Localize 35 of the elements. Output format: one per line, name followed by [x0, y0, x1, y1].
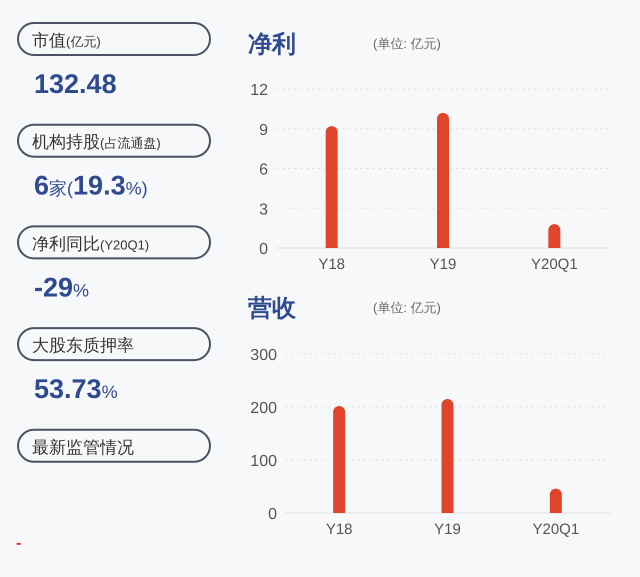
x-tick-label: Y19 — [434, 521, 461, 538]
y-tick-label: 300 — [250, 347, 278, 364]
text: 6家(19.3%) — [34, 170, 148, 201]
text: 132.48 — [34, 69, 117, 99]
chart-title: 净利 — [248, 31, 296, 58]
category-label: 市值(亿元) — [32, 31, 101, 50]
y-tick-label: 0 — [259, 241, 268, 258]
y-tick-label: 3 — [259, 201, 268, 218]
bar — [550, 488, 562, 513]
x-tick-label: Y20Q1 — [532, 521, 580, 538]
text: - — [16, 535, 22, 552]
bar — [442, 399, 454, 513]
text: -29% — [34, 272, 90, 302]
text: 53.73% — [34, 374, 118, 404]
y-tick-label: 200 — [250, 400, 278, 417]
bar — [326, 126, 338, 248]
category-label: 机构持股(占流通盘) — [32, 132, 161, 152]
chart-title: 营收 — [247, 295, 297, 322]
chart-subtitle: (单位: 亿元) — [373, 36, 441, 51]
category-label: 最新监管情况 — [32, 438, 134, 457]
y-tick-label: 100 — [250, 453, 278, 470]
y-tick-label: 9 — [259, 122, 268, 139]
x-tick-label: Y18 — [318, 256, 346, 273]
category-label: 净利同比(Y20Q1) — [32, 234, 150, 254]
bar — [333, 406, 346, 513]
y-tick-label: 12 — [250, 82, 268, 99]
y-tick-label: 6 — [259, 162, 268, 178]
x-tick-label: Y20Q1 — [530, 256, 578, 273]
x-tick-label: Y18 — [326, 521, 353, 538]
y-tick-label: 0 — [268, 506, 278, 523]
x-tick-label: Y19 — [430, 256, 456, 273]
chart-subtitle: (单位: 亿元) — [373, 300, 441, 315]
category-label: 大股东质押率 — [32, 336, 134, 356]
bar — [548, 224, 560, 248]
bar — [437, 112, 449, 248]
